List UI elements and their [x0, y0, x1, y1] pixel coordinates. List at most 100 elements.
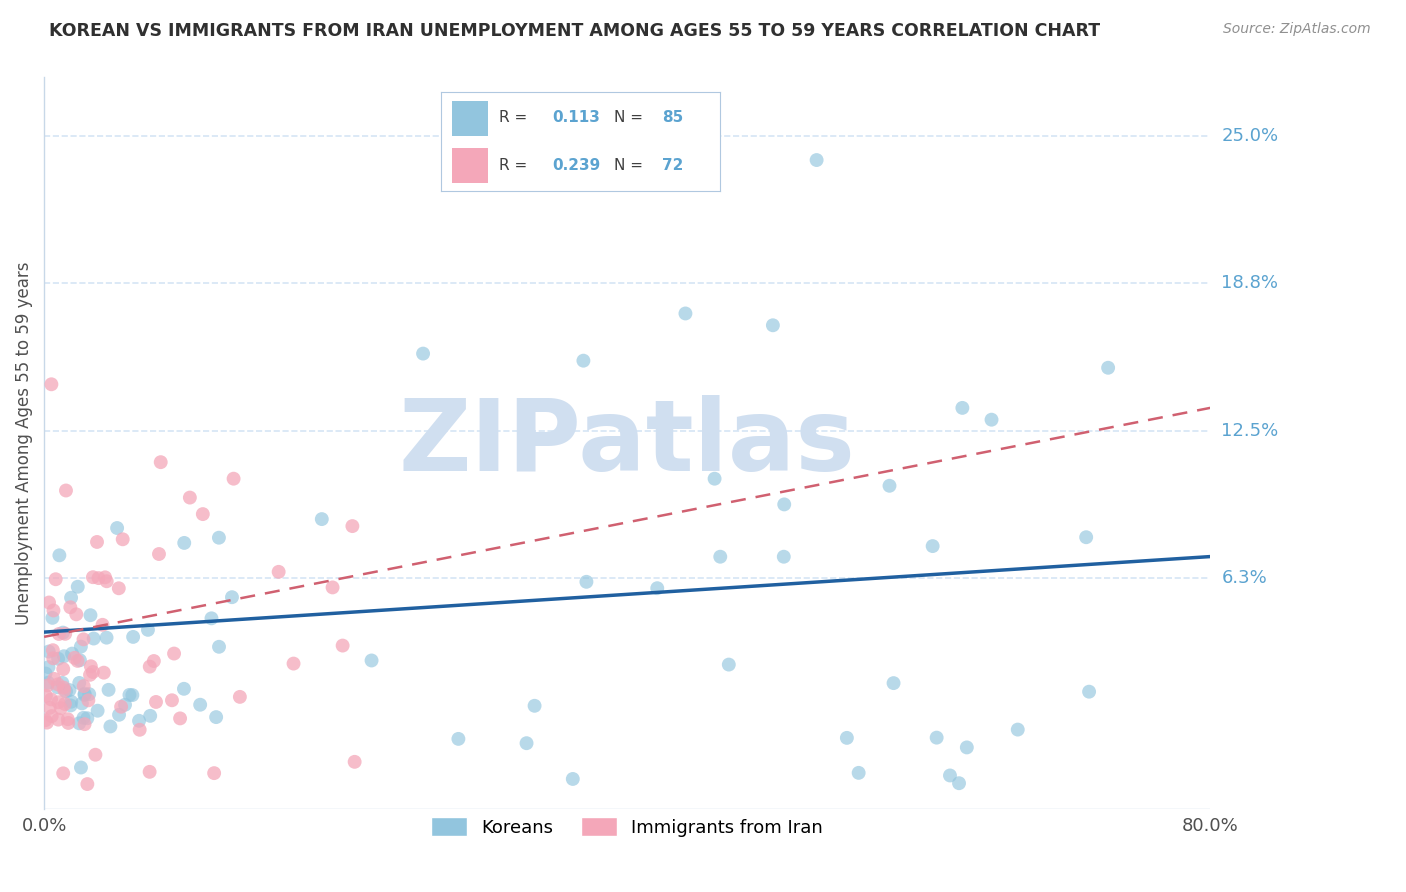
- Point: [1076, 530, 1098, 544]
- Point: [283, 657, 305, 671]
- Point: [1007, 723, 1029, 737]
- Point: [322, 581, 344, 595]
- Text: 6.3%: 6.3%: [1222, 569, 1267, 587]
- Point: [311, 512, 333, 526]
- Point: [145, 695, 167, 709]
- Point: [1078, 684, 1101, 698]
- Point: [42, 603, 65, 617]
- Point: [160, 693, 183, 707]
- Point: [709, 549, 731, 564]
- Point: [46, 695, 69, 709]
- Point: [173, 536, 195, 550]
- Point: [948, 776, 970, 790]
- Point: [136, 623, 159, 637]
- Point: [53, 627, 76, 641]
- Point: [55, 684, 77, 698]
- Point: [77, 693, 100, 707]
- Point: [1097, 360, 1119, 375]
- Point: [111, 533, 134, 547]
- Point: [169, 711, 191, 725]
- Point: [52, 649, 75, 664]
- Point: [188, 698, 211, 712]
- Point: [267, 565, 290, 579]
- Point: [772, 549, 794, 564]
- Point: [114, 698, 136, 712]
- Point: [762, 318, 785, 333]
- Point: [55, 483, 77, 498]
- Point: [42, 651, 65, 665]
- Y-axis label: Unemployment Among Ages 55 to 59 years: Unemployment Among Ages 55 to 59 years: [15, 261, 32, 625]
- Point: [69, 653, 91, 667]
- Point: [73, 687, 96, 701]
- Point: [516, 736, 538, 750]
- Point: [39, 692, 62, 706]
- Point: [44, 672, 66, 686]
- Point: [360, 653, 382, 667]
- Point: [97, 682, 120, 697]
- Point: [73, 717, 96, 731]
- Point: [59, 600, 82, 615]
- Point: [221, 590, 243, 604]
- Point: [41, 709, 63, 723]
- Point: [191, 507, 214, 521]
- Point: [60, 591, 83, 605]
- Point: [46, 713, 69, 727]
- Point: [412, 346, 434, 360]
- Point: [149, 455, 172, 469]
- Point: [63, 650, 86, 665]
- Point: [53, 683, 76, 698]
- Point: [41, 377, 63, 392]
- Point: [202, 766, 225, 780]
- Point: [46, 680, 69, 694]
- Point: [128, 714, 150, 728]
- Point: [83, 632, 105, 646]
- Point: [76, 711, 98, 725]
- Text: KOREAN VS IMMIGRANTS FROM IRAN UNEMPLOYMENT AMONG AGES 55 TO 59 YEARS CORRELATIO: KOREAN VS IMMIGRANTS FROM IRAN UNEMPLOYM…: [49, 22, 1101, 40]
- Point: [52, 681, 75, 695]
- Point: [806, 153, 828, 167]
- Point: [925, 731, 948, 745]
- Point: [60, 695, 83, 709]
- Point: [79, 668, 101, 682]
- Text: Source: ZipAtlas.com: Source: ZipAtlas.com: [1223, 22, 1371, 37]
- Legend: Koreans, Immigrants from Iran: Koreans, Immigrants from Iran: [425, 810, 831, 844]
- Point: [52, 625, 75, 640]
- Point: [703, 472, 725, 486]
- Point: [67, 676, 90, 690]
- Point: [343, 755, 366, 769]
- Point: [200, 611, 222, 625]
- Point: [48, 627, 70, 641]
- Point: [717, 657, 740, 672]
- Point: [87, 571, 110, 585]
- Point: [848, 765, 870, 780]
- Point: [139, 659, 162, 673]
- Point: [38, 644, 60, 658]
- Point: [205, 710, 228, 724]
- Point: [561, 772, 583, 786]
- Point: [70, 640, 93, 654]
- Point: [66, 654, 89, 668]
- Point: [48, 549, 70, 563]
- Point: [122, 630, 145, 644]
- Point: [35, 715, 58, 730]
- Point: [105, 521, 128, 535]
- Point: [80, 659, 103, 673]
- Point: [38, 701, 60, 715]
- Point: [93, 665, 115, 680]
- Point: [58, 683, 80, 698]
- Point: [523, 698, 546, 713]
- Point: [921, 539, 943, 553]
- Point: [70, 697, 93, 711]
- Point: [229, 690, 252, 704]
- Point: [46, 652, 69, 666]
- Point: [60, 647, 83, 661]
- Point: [575, 574, 598, 589]
- Point: [65, 607, 87, 622]
- Point: [37, 679, 59, 693]
- Point: [82, 570, 104, 584]
- Point: [34, 713, 56, 727]
- Point: [72, 632, 94, 647]
- Point: [86, 704, 108, 718]
- Point: [108, 707, 131, 722]
- Point: [82, 665, 104, 679]
